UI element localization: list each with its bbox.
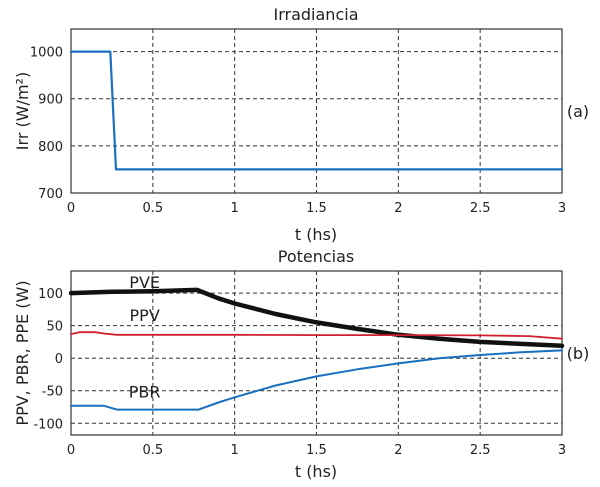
irradiance-x-tick-label: 1 bbox=[231, 201, 239, 216]
irradiance-series bbox=[69, 50, 564, 171]
power-x-label: t (hs) bbox=[295, 462, 337, 481]
power-y-tick-label: -100 bbox=[33, 417, 63, 432]
irradiance-series-irr-line bbox=[69, 50, 564, 171]
irradiance-x-tick-label: 0 bbox=[67, 201, 75, 216]
power-annotations: PVE PPV PBR bbox=[129, 273, 161, 401]
irradiance-x-tick-label: 1.5 bbox=[306, 201, 327, 216]
irradiance-y-label: Irr (W/m²) bbox=[13, 72, 32, 150]
power-x-tick-label: 1.5 bbox=[306, 443, 327, 458]
irradiance-plot-frame bbox=[70, 28, 563, 194]
power-title: Potencias bbox=[278, 247, 355, 266]
power-x-tick-label: 3 bbox=[558, 443, 566, 458]
irradiance-y-tick-label: 700 bbox=[38, 187, 63, 202]
power-x-tick-label: 2.5 bbox=[470, 443, 491, 458]
power-grid bbox=[71, 271, 563, 435]
power-plot-frame bbox=[70, 270, 563, 436]
irradiance-y-ticks: 700 800 900 1000 bbox=[30, 46, 63, 202]
power-series-ppv-line bbox=[70, 331, 563, 340]
power-series-pve-line bbox=[68, 287, 565, 349]
irradiance-x-tick-label: 2.5 bbox=[470, 201, 491, 216]
power-y-tick-label: 0 bbox=[55, 352, 63, 367]
power-panel-label: (b) bbox=[567, 344, 590, 363]
power-series bbox=[68, 287, 565, 411]
power-y-ticks: -100 -50 0 50 100 bbox=[33, 287, 63, 432]
power-annotation-pve: PVE bbox=[129, 273, 160, 292]
power-series-pbr-line bbox=[70, 349, 563, 411]
power-y-tick-label: 100 bbox=[38, 287, 63, 302]
power-y-tick-label: -50 bbox=[42, 385, 63, 400]
irradiance-y-tick-label: 800 bbox=[38, 140, 63, 155]
irradiance-x-tick-label: 2 bbox=[394, 201, 402, 216]
irradiance-panel-label: (a) bbox=[567, 102, 589, 121]
irradiance-title: Irradiancia bbox=[274, 5, 359, 24]
power-x-ticks: 0 0.5 1 1.5 2 2.5 3 bbox=[67, 443, 566, 458]
power-x-tick-label: 0 bbox=[67, 443, 75, 458]
irradiance-x-tick-label: 3 bbox=[558, 201, 566, 216]
irradiance-panel: Irradiancia 0 0.5 1 1.5 2 2.5 3 7008009001000 … bbox=[13, 5, 589, 244]
irradiance-y-tick-label: 900 bbox=[38, 93, 63, 108]
irradiance-x-label: t (hs) bbox=[295, 225, 337, 244]
irradiance-x-ticks: 0 0.5 1 1.5 2 2.5 3 bbox=[67, 201, 566, 216]
power-panel: Potencias 0 0.5 1 1.5 2 2.5 3 -100 -50 0 50 100 PV… bbox=[13, 247, 589, 481]
power-x-tick-label: 1 bbox=[231, 443, 239, 458]
power-x-tick-label: 2 bbox=[394, 443, 402, 458]
power-y-label: PPV, PBR, PPE (W) bbox=[13, 280, 32, 425]
power-x-tick-label: 0.5 bbox=[142, 443, 163, 458]
power-annotation-pbr: PBR bbox=[129, 382, 161, 401]
irradiance-y-tick-label: 1000 bbox=[30, 46, 63, 61]
power-annotation-ppv: PPV bbox=[130, 306, 160, 325]
power-y-tick-label: 50 bbox=[46, 320, 63, 335]
irradiance-x-tick-label: 0.5 bbox=[142, 201, 163, 216]
